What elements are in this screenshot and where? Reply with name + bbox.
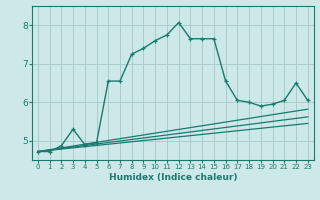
- X-axis label: Humidex (Indice chaleur): Humidex (Indice chaleur): [108, 173, 237, 182]
